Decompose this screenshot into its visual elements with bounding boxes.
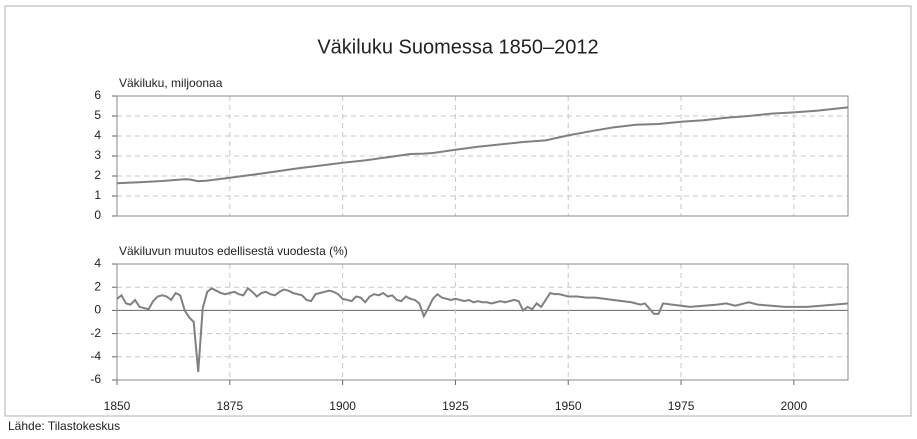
y-tick-label: 5 (94, 108, 101, 122)
x-tick-label: 1850 (104, 399, 131, 413)
x-tick-label: 1925 (442, 399, 469, 413)
chart-title: Väkiluku Suomessa 1850–2012 (317, 36, 598, 58)
y-tick-label: 2 (94, 279, 101, 293)
x-tick-label: 1875 (216, 399, 243, 413)
plot-area (116, 263, 849, 381)
y-tick-label: 0 (94, 303, 101, 317)
source: Lähde: Tilastokeskus (8, 419, 120, 433)
frame (4, 5, 912, 417)
data-line (116, 286, 849, 372)
y-tick-label: -6 (90, 372, 101, 386)
y-tick-label: 3 (94, 148, 101, 162)
y-tick-label: 4 (94, 128, 101, 142)
x-tick-label: 1950 (555, 399, 582, 413)
y-tick-label: -2 (90, 326, 101, 340)
y-tick-label: 4 (94, 256, 101, 270)
x-tick-label: 2000 (781, 399, 808, 413)
x-tick-label: 1900 (329, 399, 356, 413)
y-tick-label: 2 (94, 168, 101, 182)
y-axis-title: Väkiluku, miljoonaa (119, 76, 223, 90)
y-tick-label: 0 (94, 208, 101, 222)
y-tick-label: -4 (90, 349, 101, 363)
y-axis-title: Väkiluvun muutos edellisestä vuodesta (%… (119, 244, 348, 258)
y-tick-label: 1 (94, 188, 101, 202)
plot-area (116, 95, 849, 217)
x-tick-label: 1975 (668, 399, 695, 413)
data-line (116, 106, 849, 185)
y-tick-label: 6 (94, 88, 101, 102)
